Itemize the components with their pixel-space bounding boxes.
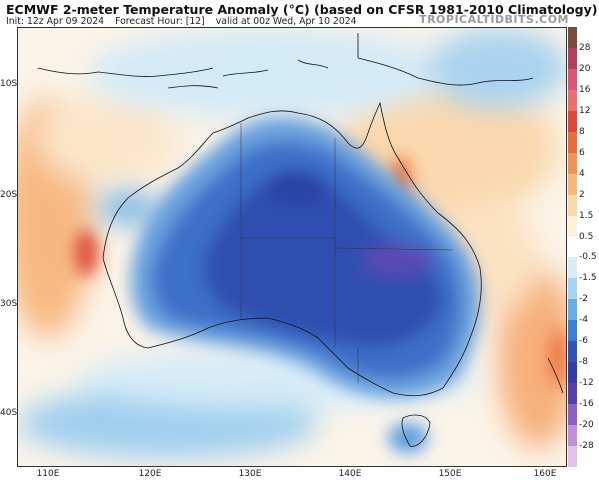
- colorbar-label: 12: [579, 105, 591, 116]
- colorbar-swatch: [568, 425, 577, 447]
- valid-time: valid at 00z Wed, Apr 10 2024: [215, 16, 357, 27]
- colorbar-label: 4: [579, 168, 585, 179]
- colorbar-label: -1.5: [579, 273, 597, 284]
- lat-label: 40S: [0, 408, 18, 418]
- colorbar-label: -2: [579, 294, 588, 305]
- state-borders: [240, 123, 454, 383]
- colorbar-label: -0.5: [579, 252, 597, 263]
- colorbar-swatch: [568, 446, 577, 468]
- colorbar-label: -16: [579, 399, 594, 410]
- colorbar-swatch: [568, 89, 577, 112]
- lon-label: 130E: [238, 469, 262, 479]
- new-zealand-coastline: [547, 357, 564, 394]
- anomaly-map-canvas: [18, 28, 566, 466]
- colorbar-swatch: [568, 404, 577, 426]
- colorbar-swatch: [568, 362, 577, 384]
- lat-label: 10S: [0, 79, 18, 89]
- colorbar-label: 8: [579, 126, 585, 137]
- lon-label: 140E: [338, 469, 362, 479]
- colorbar-label: 20: [579, 63, 591, 74]
- new-guinea-coastline: [297, 33, 534, 86]
- lat-label: 20S: [0, 190, 18, 200]
- colorbar-label: 0.5: [579, 231, 594, 242]
- lon-label: 160E: [533, 469, 557, 479]
- colorbar-label: -28: [579, 441, 594, 452]
- colorbar-swatch: [568, 47, 577, 70]
- colorbar-swatch: [568, 278, 577, 300]
- colorbar-swatch: [568, 194, 577, 217]
- colorbar-label: -20: [579, 420, 594, 431]
- map-title: ECMWF 2-meter Temperature Anomaly (°C) (…: [6, 2, 598, 17]
- colorbar-label: 6: [579, 147, 585, 158]
- anomaly-map: [17, 27, 567, 467]
- warm-anomaly-areas: [18, 78, 566, 448]
- colorbar-swatch: [568, 341, 577, 363]
- lon-label: 110E: [36, 469, 60, 479]
- colorbar-swatch: [568, 173, 577, 196]
- australia-coastline: [102, 101, 482, 397]
- colorbar-swatch: [568, 68, 577, 91]
- coastlines: [37, 33, 564, 447]
- colorbar-label: 2: [579, 189, 585, 200]
- tasmania-coastline: [401, 414, 431, 447]
- indonesia-coastline: [37, 67, 269, 89]
- colorbar-swatch: [568, 215, 577, 237]
- colorbar-swatch: [568, 320, 577, 342]
- colorbar-label: -8: [579, 357, 588, 368]
- lon-label: 120E: [138, 469, 162, 479]
- colorbar-swatch: [568, 236, 577, 258]
- continental-cold-anomaly: [130, 117, 481, 453]
- lon-label: 150E: [438, 469, 462, 479]
- lat-label: 30S: [0, 299, 18, 309]
- brand-watermark: TROPICALTIDBITS.COM: [419, 13, 569, 26]
- colorbar-label: 16: [579, 84, 591, 95]
- forecast-hour: Forecast Hour: [12]: [115, 16, 205, 27]
- colorbar-swatch: [568, 110, 577, 133]
- colorbar-swatch: [568, 131, 577, 154]
- map-subtitle: Init: 12z Apr 09 2024 Forecast Hour: [12…: [6, 16, 365, 27]
- colorbar: 28 20 16 12 8 6 4 2 1.5 0.5 -0.5 -1.5 -2 -4 -6 -8 -12 -16…: [568, 27, 599, 468]
- colorbar-label: 28: [579, 42, 591, 53]
- colorbar-swatch: [568, 299, 577, 321]
- colorbar-swatch: [568, 383, 577, 405]
- colorbar-label: -4: [579, 315, 588, 326]
- colorbar-swatch: [568, 27, 577, 49]
- colorbar-label: -12: [579, 378, 594, 389]
- init-time: Init: 12z Apr 09 2024: [6, 16, 105, 27]
- colorbar-swatch: [568, 152, 577, 175]
- colorbar-label: -6: [579, 336, 588, 347]
- colorbar-label: 1.5: [579, 210, 594, 221]
- colorbar-swatch: [568, 257, 577, 279]
